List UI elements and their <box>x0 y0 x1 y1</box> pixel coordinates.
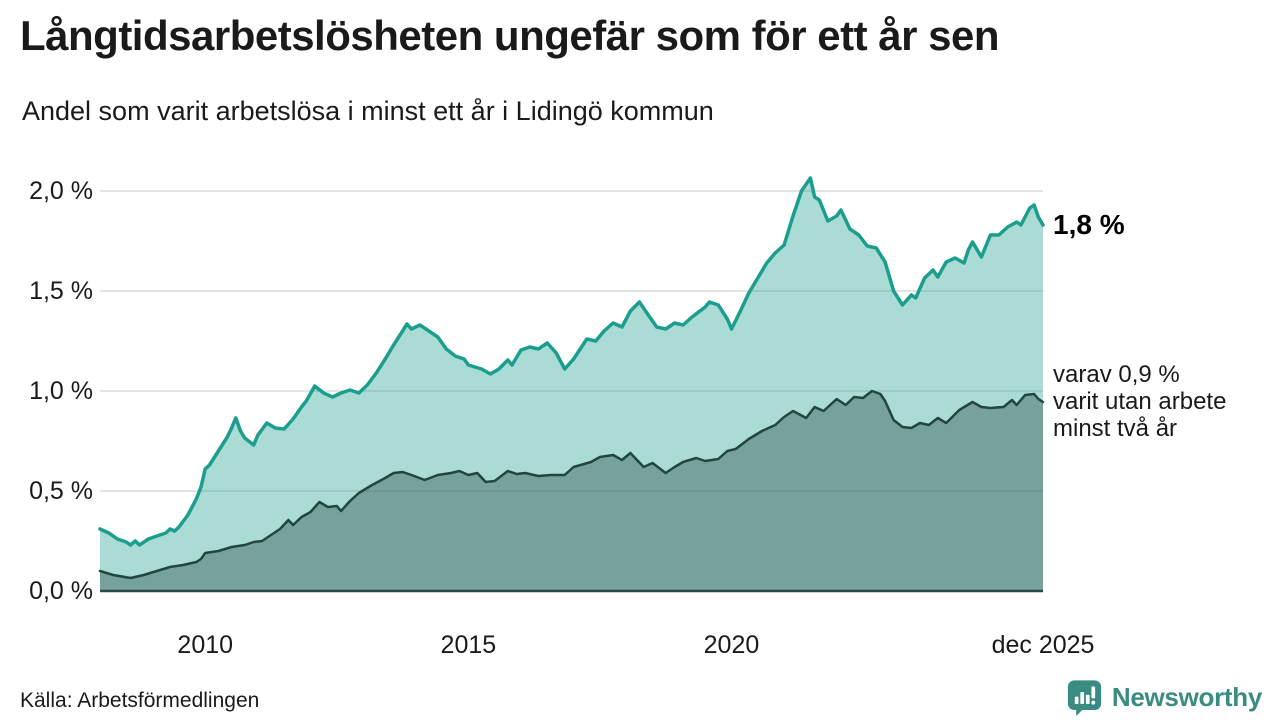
area-unemployed-2yr <box>100 391 1043 591</box>
x-tick-label: dec 2025 <box>991 631 1095 659</box>
y-tick-label: 0,0 % <box>29 577 93 605</box>
newsworthy-logo: Newsworthy <box>1066 679 1262 716</box>
x-tick-label: 2015 <box>440 631 497 659</box>
x-tick-label: 2010 <box>177 631 234 659</box>
annotation-varav-line1: varav 0,9 % <box>1053 361 1180 388</box>
x-tick-label: 2020 <box>703 631 760 659</box>
y-tick-label: 0,5 % <box>29 477 93 505</box>
y-tick-label: 1,5 % <box>29 277 93 305</box>
annotation-varav-line2: varit utan arbete <box>1053 388 1227 415</box>
chart-title: Långtidsarbetslösheten ungefär som för e… <box>20 12 1000 59</box>
annotation-latest-2yr: varav 0,9 % varit utan arbete minst två … <box>1053 361 1226 442</box>
area-unemployed-1yr <box>100 178 1043 591</box>
line-unemployed-2yr <box>98 389 1045 580</box>
source-label: Källa: Arbetsförmedlingen <box>20 689 260 712</box>
gridlines <box>100 190 1043 492</box>
annotation-varav-line3: minst två år <box>1053 415 1178 442</box>
annotation-latest-1yr: 1,8 % <box>1053 209 1125 240</box>
y-tick-label: 2,0 % <box>29 177 93 205</box>
newsworthy-icon <box>1066 679 1103 716</box>
chart-subtitle: Andel som varit arbetslösa i minst ett å… <box>22 96 714 126</box>
newsworthy-wordmark: Newsworthy <box>1111 682 1262 712</box>
line-unemployed-1yr <box>98 176 1045 547</box>
y-tick-label: 1,0 % <box>29 377 93 405</box>
